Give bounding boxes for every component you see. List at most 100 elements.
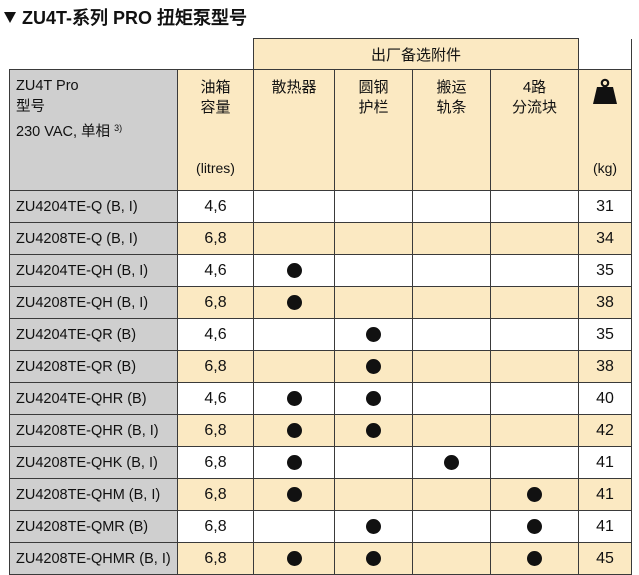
roll-cage-mark-cell bbox=[334, 510, 413, 543]
radiator-mark-cell bbox=[253, 318, 335, 351]
manifold-header-line-2: 分流块 bbox=[511, 99, 557, 116]
roll-cage-header-line-2: 护栏 bbox=[358, 99, 389, 116]
model-cell: ZU4208TE-QH (B, I) bbox=[9, 286, 178, 319]
bullet-dot-icon bbox=[444, 454, 459, 470]
manifold-column-header: 4路 分流块 bbox=[490, 69, 579, 191]
oil-capacity-cell: 4,6 bbox=[177, 382, 254, 415]
skid-rail-header-line-2: 轨条 bbox=[436, 99, 467, 116]
manifold-mark-cell bbox=[490, 190, 579, 223]
group-header-blank-right bbox=[578, 38, 632, 70]
oil-capacity-cell: 6,8 bbox=[177, 286, 254, 319]
bullet-dot-icon bbox=[527, 486, 542, 502]
weight-cell: 31 bbox=[578, 190, 632, 223]
bullet-dot-icon bbox=[286, 422, 302, 438]
manifold-mark-cell bbox=[490, 222, 579, 255]
oil-unit: (litres) bbox=[196, 160, 235, 176]
table-row: ZU4208TE-QR (B) 6,8 38 bbox=[9, 350, 632, 383]
table-row: ZU4204TE-QH (B, I) 4,6 35 bbox=[9, 254, 632, 287]
skid-rail-mark-cell bbox=[412, 414, 491, 447]
weight-cell: 42 bbox=[578, 414, 632, 447]
radiator-mark-cell bbox=[253, 190, 335, 223]
model-header-line-1: ZU4T Pro bbox=[16, 78, 79, 94]
radiator-mark-cell bbox=[253, 222, 335, 255]
table-row: ZU4208TE-QMR (B) 6,8 41 bbox=[9, 510, 632, 543]
triangle-down-icon bbox=[4, 12, 16, 23]
weight-cell: 34 bbox=[578, 222, 632, 255]
group-header-row: 出厂备选附件 bbox=[9, 38, 632, 70]
spec-table: 出厂备选附件 ZU4T Pro 型号 230 VAC, 单相 3) 油箱 容量 … bbox=[9, 38, 632, 575]
roll-cage-mark-cell bbox=[334, 254, 413, 287]
model-cell: ZU4208TE-QMR (B) bbox=[9, 510, 178, 543]
radiator-mark-cell bbox=[253, 446, 335, 479]
radiator-mark-cell bbox=[253, 350, 335, 383]
radiator-mark-cell bbox=[253, 254, 335, 287]
model-column-header: ZU4T Pro 型号 230 VAC, 单相 3) bbox=[9, 69, 178, 191]
bullet-dot-icon bbox=[366, 326, 381, 342]
weight-column-header: (kg) bbox=[578, 69, 632, 191]
roll-cage-header-line-1: 圆钢 bbox=[358, 79, 389, 96]
oil-capacity-cell: 4,6 bbox=[177, 318, 254, 351]
bullet-dot-icon bbox=[286, 262, 302, 278]
oil-header-line-2: 容量 bbox=[200, 99, 231, 116]
skid-rail-mark-cell bbox=[412, 254, 491, 287]
radiator-mark-cell bbox=[253, 286, 335, 319]
radiator-mark-cell bbox=[253, 542, 335, 575]
skid-rail-mark-cell bbox=[412, 478, 491, 511]
weight-cell: 41 bbox=[578, 446, 632, 479]
roll-cage-mark-cell bbox=[334, 286, 413, 319]
weight-cell: 35 bbox=[578, 254, 632, 287]
skid-rail-mark-cell bbox=[412, 446, 491, 479]
model-cell: ZU4204TE-QR (B) bbox=[9, 318, 178, 351]
model-cell: ZU4208TE-QHR (B, I) bbox=[9, 414, 178, 447]
oil-capacity-cell: 6,8 bbox=[177, 414, 254, 447]
radiator-mark-cell bbox=[253, 382, 335, 415]
roll-cage-column-header: 圆钢 护栏 bbox=[334, 69, 413, 191]
skid-rail-mark-cell bbox=[412, 350, 491, 383]
bullet-dot-icon bbox=[286, 454, 302, 470]
manifold-mark-cell bbox=[490, 478, 579, 511]
table-row: ZU4208TE-QHK (B, I) 6,8 41 bbox=[9, 446, 632, 479]
weight-cell: 45 bbox=[578, 542, 632, 575]
radiator-mark-cell bbox=[253, 478, 335, 511]
model-cell: ZU4208TE-QHMR (B, I) bbox=[9, 542, 178, 575]
manifold-mark-cell bbox=[490, 510, 579, 543]
manifold-mark-cell bbox=[490, 318, 579, 351]
roll-cage-mark-cell bbox=[334, 478, 413, 511]
oil-capacity-cell: 4,6 bbox=[177, 190, 254, 223]
table-row: ZU4204TE-QHR (B) 4,6 40 bbox=[9, 382, 632, 415]
model-cell: ZU4208TE-QR (B) bbox=[9, 350, 178, 383]
footnote-marker: 3) bbox=[114, 123, 123, 133]
manifold-mark-cell bbox=[490, 542, 579, 575]
oil-header-line-1: 油箱 bbox=[200, 79, 231, 96]
skid-rail-mark-cell bbox=[412, 286, 491, 319]
weight-cell: 40 bbox=[578, 382, 632, 415]
bullet-dot-icon bbox=[286, 486, 302, 502]
model-cell: ZU4208TE-QHK (B, I) bbox=[9, 446, 178, 479]
bullet-dot-icon bbox=[366, 358, 381, 374]
bullet-dot-icon bbox=[366, 422, 381, 438]
table-row: ZU4208TE-QH (B, I) 6,8 38 bbox=[9, 286, 632, 319]
model-cell: ZU4208TE-Q (B, I) bbox=[9, 222, 178, 255]
oil-capacity-cell: 6,8 bbox=[177, 350, 254, 383]
model-cell: ZU4204TE-Q (B, I) bbox=[9, 190, 178, 223]
oil-column-header: 油箱 容量 (litres) bbox=[177, 69, 254, 191]
radiator-mark-cell bbox=[253, 414, 335, 447]
table-row: ZU4208TE-Q (B, I) 6,8 34 bbox=[9, 222, 632, 255]
bullet-dot-icon bbox=[286, 294, 302, 310]
bullet-dot-icon bbox=[527, 518, 542, 534]
oil-capacity-cell: 6,8 bbox=[177, 510, 254, 543]
bullet-dot-icon bbox=[286, 550, 302, 566]
group-header-blank bbox=[9, 38, 254, 70]
skid-rail-mark-cell bbox=[412, 382, 491, 415]
radiator-header-line-1: 散热器 bbox=[271, 79, 317, 96]
skid-rail-mark-cell bbox=[412, 542, 491, 575]
bullet-dot-icon bbox=[286, 390, 302, 406]
roll-cage-mark-cell bbox=[334, 190, 413, 223]
weight-cell: 41 bbox=[578, 478, 632, 511]
oil-capacity-cell: 4,6 bbox=[177, 254, 254, 287]
page-title: ZU4T-系列 PRO 扭矩泵型号 bbox=[4, 5, 247, 31]
group-header: 出厂备选附件 bbox=[253, 38, 579, 70]
table-row: ZU4204TE-QR (B) 4,6 35 bbox=[9, 318, 632, 351]
roll-cage-mark-cell bbox=[334, 382, 413, 415]
model-header-line-2: 型号 bbox=[16, 99, 45, 115]
